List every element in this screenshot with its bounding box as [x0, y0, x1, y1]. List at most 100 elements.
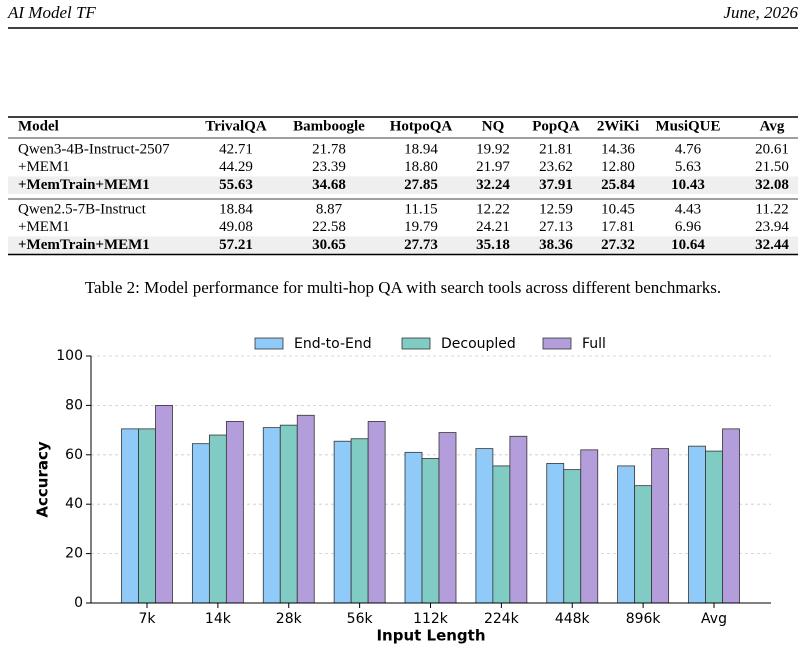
bar: [333, 440, 352, 604]
table-cell: 25.84: [601, 177, 635, 193]
table-cell: 27.85: [404, 177, 438, 193]
table-cell: 19.79: [404, 219, 438, 235]
y-tick-label: 40: [65, 496, 83, 512]
table-cell: 4.76: [675, 141, 702, 157]
table-cell: 44.29: [219, 159, 253, 175]
bar: [617, 465, 636, 604]
bar: [546, 463, 565, 604]
table-cell: 21.81: [539, 141, 573, 157]
y-tick-label: 100: [56, 348, 83, 364]
table-cell: 27.73: [404, 237, 438, 253]
table-cell: 12.22: [476, 201, 510, 217]
table-cell: 21.97: [476, 159, 510, 175]
table-cell: 14.36: [601, 141, 635, 157]
bar: [208, 434, 227, 604]
table-cell: 32.44: [755, 237, 789, 253]
bar: [438, 432, 457, 604]
table-cell: 20.61: [755, 141, 789, 157]
row-highlight: [8, 176, 798, 195]
y-tick-label: 20: [65, 546, 83, 562]
column-header: HotpoQA: [390, 118, 453, 134]
table-cell: 49.08: [219, 219, 253, 235]
table-cell: 6.96: [675, 219, 702, 235]
row-label: Qwen3-4B-Instruct-2507: [18, 141, 170, 157]
x-tick-label: 56k: [347, 611, 374, 627]
row-label: +MEM1: [18, 219, 70, 235]
column-header: TrivalQA: [205, 118, 267, 134]
table-cell: 55.63: [219, 177, 253, 193]
table-cell: 12.59: [539, 201, 573, 217]
x-tick-label: 28k: [276, 611, 303, 627]
bar: [651, 448, 670, 604]
table-cell: 5.63: [675, 159, 701, 175]
table-cell: 32.24: [476, 177, 510, 193]
table-cell: 8.87: [316, 201, 343, 217]
table-cell: 32.08: [755, 177, 789, 193]
table-cell: 23.94: [755, 219, 789, 235]
bar: [155, 404, 173, 604]
legend-label: End-to-End: [294, 336, 372, 352]
table-cell: 11.15: [404, 201, 437, 217]
y-axis-label: Accuracy: [34, 441, 52, 517]
column-header: 2WiKi: [597, 118, 639, 134]
x-tick-label: 224k: [484, 611, 520, 627]
table-cell: 38.36: [539, 237, 573, 253]
header-date: June, 2026: [723, 3, 798, 22]
bar: [296, 414, 315, 604]
bar: [634, 485, 653, 604]
table-cell: 18.84: [219, 201, 253, 217]
x-tick-label: 448k: [555, 611, 591, 627]
bar: [191, 443, 210, 604]
table-caption: Table 2: Model performance for multi-hop…: [85, 278, 721, 297]
table-cell: 22.58: [312, 219, 346, 235]
bar: [722, 428, 740, 604]
row-highlight: [8, 236, 798, 255]
row-label: +MEM1: [18, 159, 70, 175]
table-cell: 35.18: [476, 237, 510, 253]
bar: [580, 449, 599, 604]
x-tick-label: 896k: [626, 611, 662, 627]
y-tick-label: 80: [65, 397, 83, 413]
table-cell: 34.68: [312, 177, 346, 193]
column-header: Avg: [760, 118, 785, 134]
x-tick-label: Avg: [701, 611, 727, 627]
x-tick-label: 112k: [413, 611, 449, 627]
bar: [350, 438, 369, 604]
legend-swatch: [542, 337, 572, 350]
table-cell: 10.45: [601, 201, 635, 217]
bar: [509, 435, 528, 604]
table-cell: 24.21: [476, 219, 510, 235]
table-cell: 21.78: [312, 141, 346, 157]
table-cell: 17.81: [601, 219, 635, 235]
bar: [225, 421, 244, 604]
legend-label: Decoupled: [441, 336, 516, 352]
table-cell: 10.64: [671, 237, 705, 253]
legend-swatch: [254, 337, 284, 350]
bar: [475, 448, 494, 604]
table-cell: 11.22: [755, 201, 788, 217]
y-tick-label: 0: [74, 595, 83, 611]
column-header: Bamboogle: [293, 118, 365, 134]
table-cell: 23.39: [312, 159, 346, 175]
table-cell: 27.13: [539, 219, 573, 235]
table-cell: 30.65: [312, 237, 346, 253]
bar: [279, 424, 298, 604]
table-cell: 10.43: [671, 177, 705, 193]
legend-swatch: [401, 337, 431, 350]
table-cell: 18.94: [404, 141, 438, 157]
table-cell: 57.21: [219, 237, 253, 253]
y-tick-label: 60: [65, 447, 83, 463]
header-title: AI Model TF: [7, 3, 96, 22]
column-header: Model: [18, 118, 59, 134]
row-label: Qwen2.5-7B-Instruct: [18, 201, 147, 217]
table-cell: 21.50: [755, 159, 789, 175]
table-cell: 12.80: [601, 159, 635, 175]
x-axis-label: Input Length: [376, 627, 485, 645]
row-label: +MemTrain+MEM1: [18, 177, 150, 193]
table-cell: 19.92: [476, 141, 510, 157]
table-cell: 27.32: [601, 237, 635, 253]
table-cell: 23.62: [539, 159, 573, 175]
bar: [421, 458, 440, 604]
table-cell: 42.71: [219, 141, 253, 157]
